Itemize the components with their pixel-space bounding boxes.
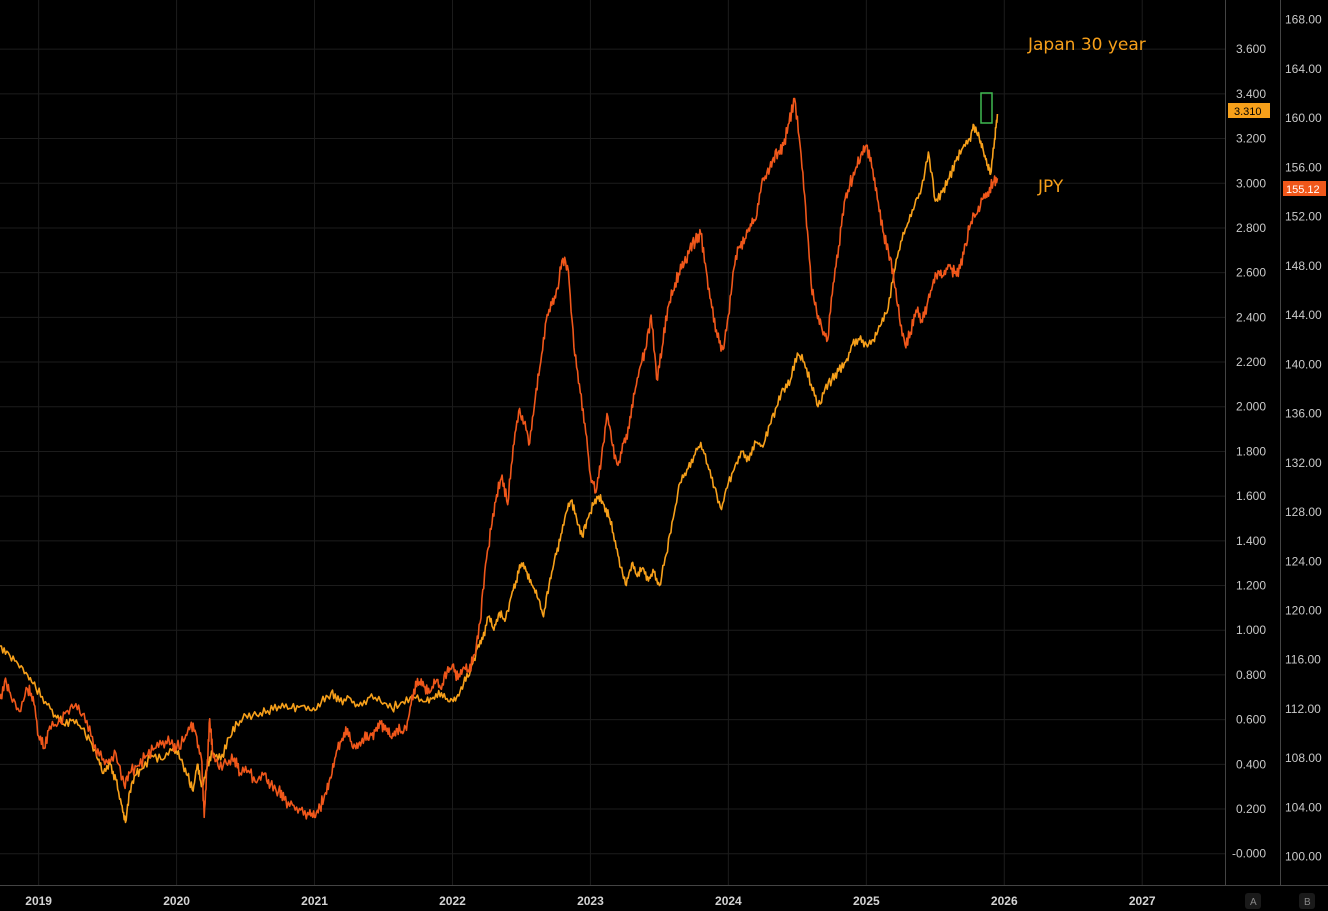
- x-tick-2026: 2026: [991, 894, 1018, 908]
- highlight-box: [980, 92, 993, 124]
- y-tick-right-4: 152.00: [1285, 210, 1322, 224]
- y-axis-inner: 3.600 3.400 3.200 3.000 2.800 2.600 2.400 2.200…: [1232, 42, 1266, 861]
- x-tick-2022: 2022: [439, 894, 466, 908]
- y-tick-inner-5: 2.600: [1236, 266, 1266, 280]
- y-tick-right-3: 156.00: [1285, 160, 1322, 174]
- x-tick-2019: 2019: [25, 894, 52, 908]
- x-tick-2023: 2023: [577, 894, 604, 908]
- y-axis-right: 168.00 164.00 160.00 156.00 152.00 148.00 144.…: [1285, 13, 1322, 864]
- badge-japan-30-year: 3.310: [1234, 106, 1262, 118]
- series-label-jpy: JPY: [1037, 177, 1064, 197]
- y-tick-inner-0: 3.600: [1236, 42, 1266, 56]
- y-tick-inner-4: 2.800: [1236, 221, 1266, 235]
- y-tick-inner-1: 3.400: [1236, 87, 1266, 101]
- series-layer: [0, 97, 999, 824]
- scale-button-b-bg[interactable]: [1299, 893, 1315, 909]
- scale-buttons: A B: [1245, 893, 1315, 909]
- y-tick-inner-12: 1.200: [1236, 579, 1266, 593]
- y-tick-inner-17: 0.200: [1236, 802, 1266, 816]
- badge-jpy: 155.12: [1286, 184, 1320, 196]
- badge-jpy-bg: [1283, 181, 1326, 196]
- x-axis-band: [0, 886, 1328, 911]
- y-tick-inner-8: 2.000: [1236, 400, 1266, 414]
- y-tick-right-12: 120.00: [1285, 604, 1322, 618]
- y-tick-inner-6: 2.400: [1236, 310, 1266, 324]
- y-tick-inner-13: 1.000: [1236, 623, 1266, 637]
- y-tick-right-11: 124.00: [1285, 554, 1322, 568]
- series-line-jpy: [0, 97, 999, 820]
- x-axis: 2019 2020 2021 2022 2023 2024 2025 2026 2027: [25, 894, 1156, 908]
- scale-button-a[interactable]: A: [1250, 897, 1257, 908]
- y-tick-inner-18: -0.000: [1232, 847, 1266, 861]
- y-tick-right-13: 116.00: [1285, 653, 1321, 667]
- y-tick-right-16: 104.00: [1285, 800, 1322, 814]
- y-tick-right-8: 136.00: [1285, 407, 1322, 421]
- x-tick-2021: 2021: [301, 894, 328, 908]
- y-tick-inner-11: 1.400: [1236, 534, 1266, 548]
- x-tick-2024: 2024: [715, 894, 742, 908]
- y-tick-inner-16: 0.400: [1236, 757, 1266, 771]
- y-tick-right-17: 100.00: [1285, 850, 1322, 864]
- x-tick-2027: 2027: [1129, 894, 1156, 908]
- y-tick-right-14: 112.00: [1285, 702, 1321, 716]
- series-line-japan-30-year: [0, 113, 999, 824]
- series-label-japan-30-year: Japan 30 year: [1027, 35, 1146, 55]
- series-labels: Japan 30 year JPY: [1027, 35, 1146, 197]
- y-tick-inner-2: 3.200: [1236, 132, 1266, 146]
- y-tick-right-6: 144.00: [1285, 308, 1322, 322]
- y-tick-inner-3: 3.000: [1236, 176, 1266, 190]
- y-tick-inner-7: 2.200: [1236, 355, 1266, 369]
- y-tick-right-1: 164.00: [1285, 62, 1322, 76]
- y-tick-right-9: 132.00: [1285, 456, 1322, 470]
- x-tick-2025: 2025: [853, 894, 880, 908]
- y-tick-inner-15: 0.600: [1236, 713, 1266, 727]
- y-tick-right-5: 148.00: [1285, 259, 1322, 273]
- scale-button-b[interactable]: B: [1304, 897, 1311, 908]
- y-tick-inner-14: 0.800: [1236, 668, 1266, 682]
- x-tick-2020: 2020: [163, 894, 190, 908]
- y-tick-right-7: 140.00: [1285, 357, 1322, 371]
- y-tick-inner-10: 1.600: [1236, 489, 1266, 503]
- scale-button-a-bg[interactable]: [1245, 893, 1261, 909]
- last-value-badges: 3.310 155.12: [1228, 103, 1326, 196]
- y-tick-right-0: 168.00: [1285, 13, 1322, 27]
- y-tick-right-2: 160.00: [1285, 111, 1322, 125]
- y-tick-right-15: 108.00: [1285, 751, 1322, 765]
- badge-japan-30-year-bg: [1228, 103, 1270, 118]
- y-tick-inner-9: 1.800: [1236, 444, 1266, 458]
- y-tick-right-10: 128.00: [1285, 505, 1322, 519]
